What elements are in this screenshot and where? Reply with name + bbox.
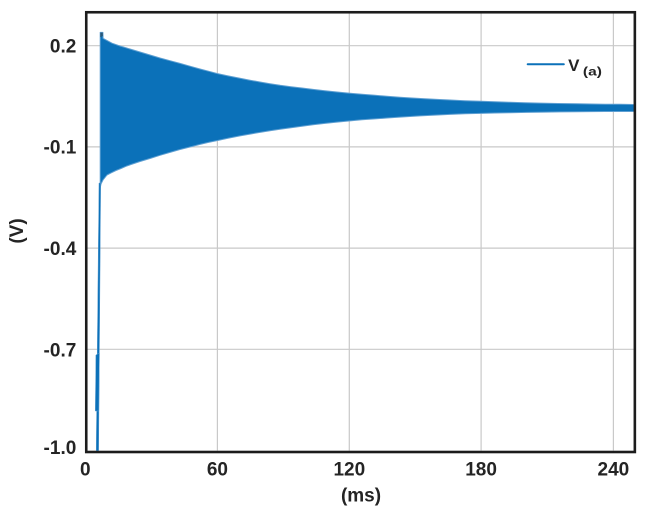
svg-text:0.2: 0.2 [50, 37, 76, 58]
svg-text:(V): (V) [7, 218, 28, 243]
svg-text:-0.7: -0.7 [44, 341, 77, 362]
svg-text:180: 180 [465, 460, 497, 481]
svg-text:120: 120 [333, 460, 365, 481]
svg-text:0: 0 [80, 460, 91, 481]
svg-text:-0.4: -0.4 [44, 239, 77, 260]
svg-text:-1.0: -1.0 [44, 438, 77, 459]
svg-text:(ms): (ms) [341, 486, 381, 507]
svg-text:60: 60 [207, 460, 228, 481]
svg-text:V: V [568, 56, 580, 75]
svg-text:(a): (a) [583, 64, 602, 78]
svg-text:-0.1: -0.1 [44, 138, 77, 159]
svg-text:240: 240 [598, 460, 630, 481]
